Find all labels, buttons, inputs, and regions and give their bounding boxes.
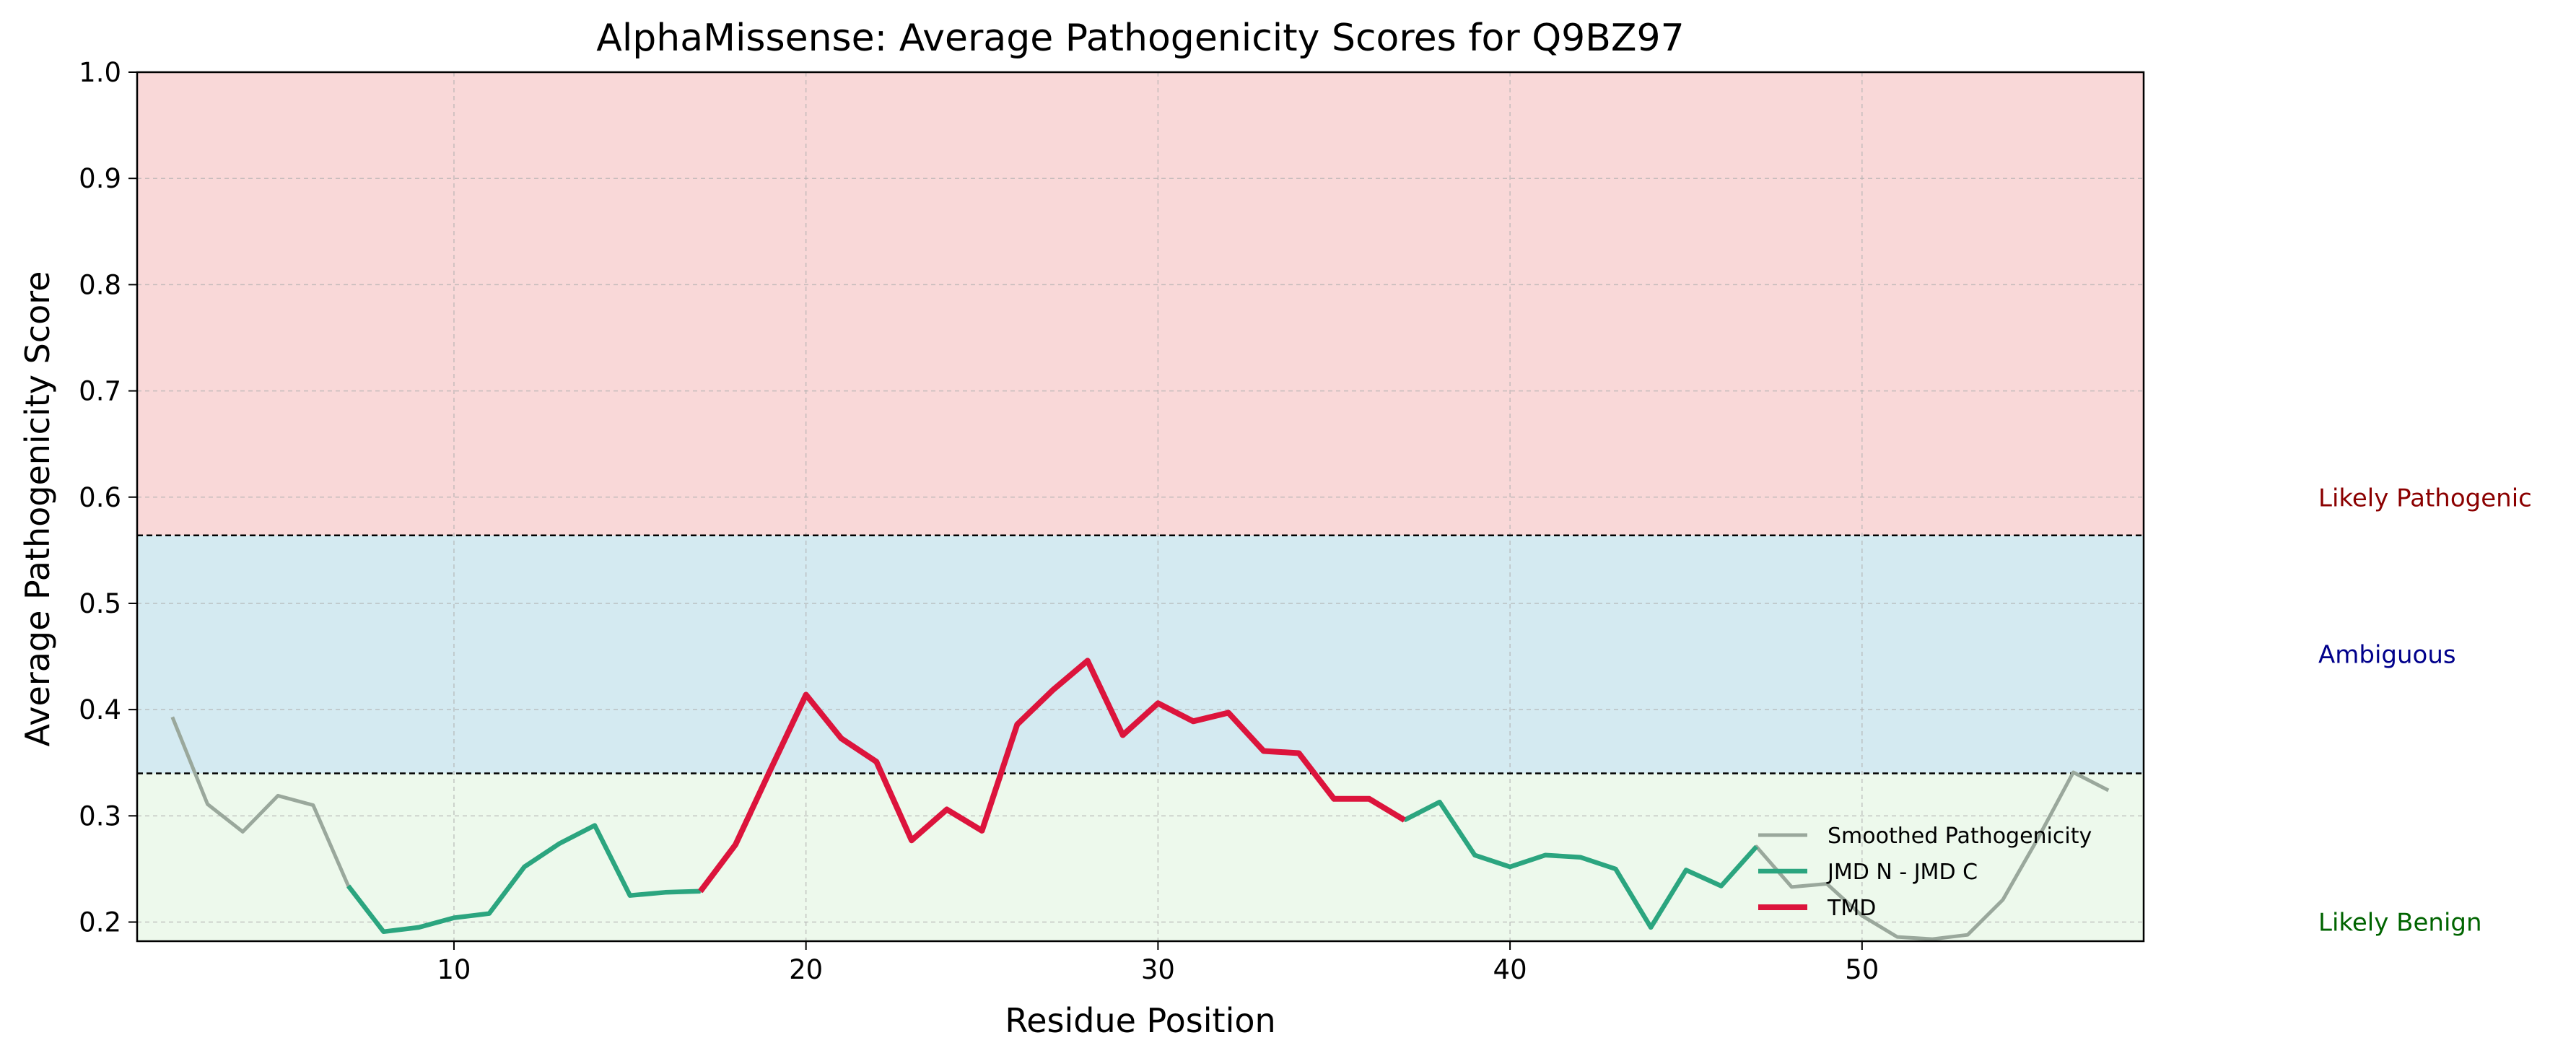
y-tick-label: 0.6 [79,482,121,513]
chart-title: AlphaMissense: Average Pathogenicity Sco… [596,17,1684,60]
x-tick-label: 40 [1493,954,1527,985]
y-tick-label: 1.0 [79,57,121,88]
plot-frame [136,71,2145,943]
zone-band-likely-benign [137,773,2144,941]
zone-band-likely-pathogenic [137,72,2144,536]
legend-label-smoothed-pathogenicity: Smoothed Pathogenicity [1828,824,2092,849]
y-tick-label: 0.4 [79,694,121,725]
zone-band-ambiguous [137,535,2144,774]
legend: Smoothed Pathogenicity JMD N - JMD C TMD [1758,824,2092,921]
y-tick-label: 0.8 [79,269,121,300]
y-tick-label: 0.7 [79,376,121,407]
zone-bands [137,72,2144,941]
zone-label-likely-benign: Likely Benign [2318,909,2482,938]
y-axis-label: Average Pathogenicity Score [18,271,57,747]
zone-labels: Likely Benign Ambiguous Likely Pathogenic [2318,484,2532,938]
series-line-jmd-n-jmd-c [346,799,1758,935]
threshold-lines [137,534,2144,774]
y-tick-label: 0.5 [79,588,121,619]
legend-label-tmd: TMD [1827,896,1876,921]
series-lines [170,658,2110,941]
x-tick-label: 30 [1141,954,1175,985]
series-line-tmd [698,658,1406,894]
legend-label-jmd-n-jmd-c: JMD N - JMD C [1826,860,1978,885]
y-tick-label: 0.2 [79,907,121,938]
x-axis-label: Residue Position [1005,1001,1275,1040]
zone-label-ambiguous: Ambiguous [2318,641,2456,670]
y-axis-ticks: 0.2 0.3 0.4 0.5 0.6 0.7 0.8 0.9 1.0 [79,57,137,938]
x-tick-label: 50 [1845,954,1879,985]
x-tick-label: 20 [789,954,823,985]
x-tick-label: 10 [437,954,471,985]
x-axis-ticks: 10 20 30 40 50 [437,941,1879,985]
zone-label-likely-pathogenic: Likely Pathogenic [2318,484,2532,513]
y-tick-label: 0.9 [79,163,121,194]
y-tick-label: 0.3 [79,800,121,831]
